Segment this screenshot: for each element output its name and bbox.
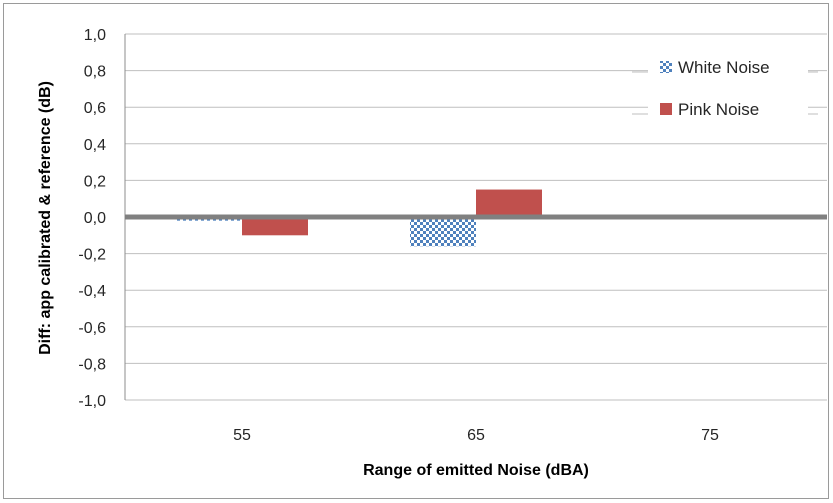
y-tick-label: 0,0 <box>84 210 106 227</box>
y-tick-labels: 1,0 0,8 0,6 0,4 0,2 0,0 -0,2 -0,4 -0,6 -0,8 -1,0 <box>78 27 106 410</box>
legend-swatch-white-noise <box>660 61 672 73</box>
chart-frame <box>3 3 829 499</box>
x-tick-label: 75 <box>701 427 719 444</box>
y-tick-label: 0,6 <box>84 100 106 117</box>
y-axis-title: Diff: app calibrated & reference (dB) <box>37 81 54 355</box>
y-tick-label: 0,2 <box>84 173 106 190</box>
legend-entry-bg <box>648 57 808 79</box>
y-tick-label: -1,0 <box>78 393 106 410</box>
y-tick-label: -0,8 <box>78 356 106 373</box>
bar-pink-noise-65 <box>476 189 542 217</box>
bar-white-noise-65 <box>410 217 476 247</box>
y-tick-label: -0,4 <box>78 283 106 300</box>
legend-swatch-pink-noise <box>660 103 672 115</box>
y-tick-label: 0,8 <box>84 64 106 81</box>
bar-pink-noise-55 <box>242 217 308 236</box>
x-tick-labels: 55 65 75 <box>233 427 719 444</box>
legend: White Noise Pink Noise <box>632 57 818 121</box>
x-tick-label: 55 <box>233 427 251 444</box>
y-tick-label: -0,6 <box>78 320 106 337</box>
x-axis-title: Range of emitted Noise (dBA) <box>363 462 589 479</box>
legend-label: White Noise <box>678 58 770 77</box>
legend-label: Pink Noise <box>678 100 759 119</box>
x-tick-label: 65 <box>467 427 485 444</box>
y-tick-label: 0,4 <box>84 137 106 154</box>
y-tick-label: -0,2 <box>78 247 106 264</box>
y-tick-label: 1,0 <box>84 27 106 44</box>
legend-entry-bg <box>648 99 808 121</box>
